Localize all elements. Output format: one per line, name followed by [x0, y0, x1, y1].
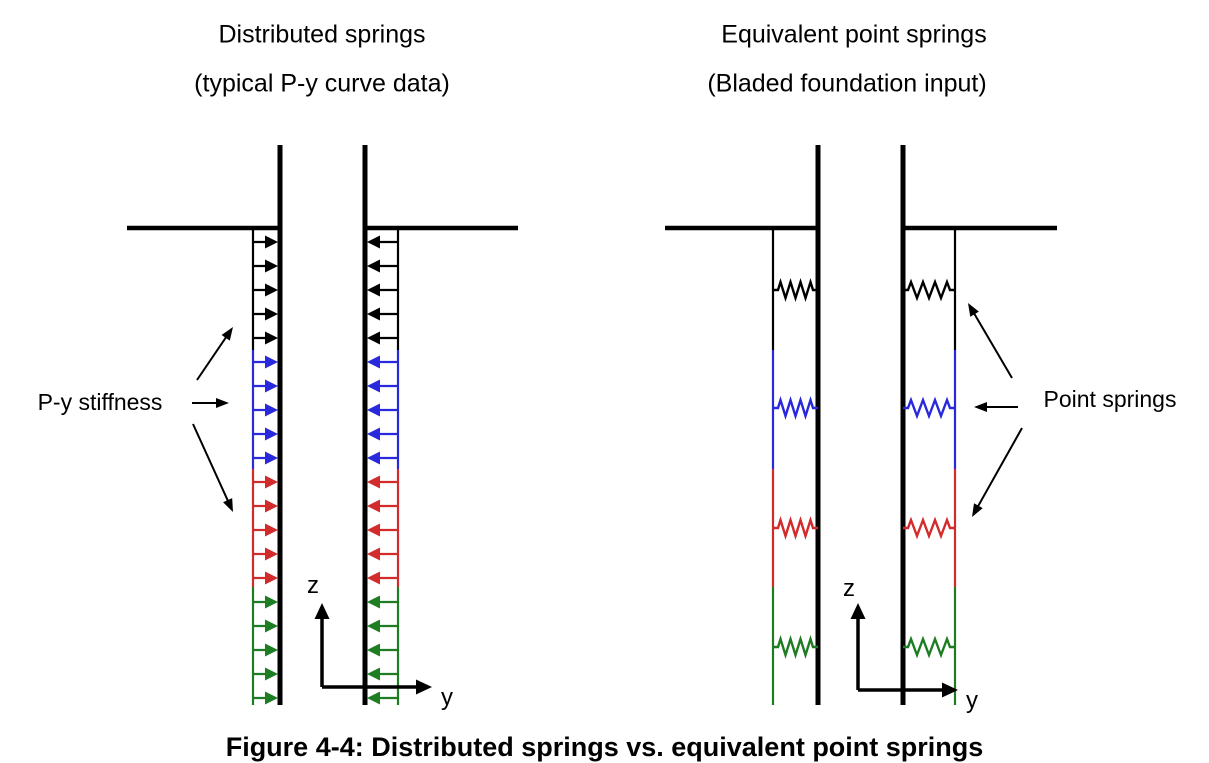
load-arrow-head: [367, 427, 380, 441]
load-arrow-head: [265, 619, 278, 633]
point-springs-leader-arrow-head: [972, 503, 983, 517]
load-arrow-head: [367, 547, 380, 561]
load-arrow-head: [265, 259, 278, 273]
point-springs-label: Point springs: [1043, 385, 1177, 412]
axis-y-arrow-head: [416, 679, 432, 695]
point-spring-symbol: [773, 515, 818, 541]
right-axis-z-label: z: [843, 575, 855, 603]
point-spring-symbol: [903, 278, 955, 302]
load-arrow-head: [367, 475, 380, 489]
load-arrow-head: [265, 451, 278, 465]
load-arrow-head: [265, 403, 278, 417]
axis-z-arrow-head: [850, 603, 866, 619]
load-arrow-head: [265, 307, 278, 321]
point-spring-symbol: [903, 635, 955, 659]
load-arrow-head: [265, 331, 278, 345]
load-arrow-head: [265, 235, 278, 249]
load-arrow-head: [265, 643, 278, 657]
left-panel-title-line2: (typical P-y curve data): [194, 69, 450, 98]
load-arrow-head: [265, 283, 278, 297]
load-arrow-head: [367, 379, 380, 393]
load-arrow-head: [265, 547, 278, 561]
py-stiffness-leader-arrow-head: [223, 498, 233, 512]
axis-y-arrow-head: [942, 682, 958, 698]
load-arrow-head: [265, 571, 278, 585]
right-panel-title-line2: (Bladed foundation input): [707, 69, 987, 98]
load-arrow-head: [265, 355, 278, 369]
load-arrow-head: [367, 619, 380, 633]
left-axis-z-label: z: [307, 572, 319, 600]
load-arrow-head: [265, 691, 278, 705]
py-stiffness-label: P-y stiffness: [37, 388, 163, 415]
load-arrow-head: [367, 283, 380, 297]
py-stiffness-leader-arrow-head: [221, 327, 233, 341]
point-springs-leader-arrow-head: [968, 303, 979, 317]
load-arrow-head: [367, 403, 380, 417]
load-arrow-head: [367, 523, 380, 537]
py-stiffness-leader-arrow: [196, 332, 230, 381]
py-stiffness-leader-arrow-head: [216, 398, 229, 408]
load-arrow-head: [367, 259, 380, 273]
load-arrow-head: [367, 571, 380, 585]
load-arrow-head: [265, 499, 278, 513]
load-arrow-head: [265, 427, 278, 441]
left-panel-title-line1: Distributed springs: [218, 20, 426, 49]
load-arrow-head: [265, 595, 278, 609]
load-arrow-head: [265, 667, 278, 681]
load-arrow-head: [367, 451, 380, 465]
load-arrow-head: [367, 499, 380, 513]
load-arrow-head: [367, 667, 380, 681]
py-stiffness-leader-arrow: [192, 423, 231, 506]
load-arrow-head: [265, 379, 278, 393]
load-arrow-head: [367, 307, 380, 321]
point-spring-symbol: [773, 395, 818, 421]
point-spring-symbol: [903, 396, 955, 420]
load-arrow-head: [367, 691, 380, 705]
point-spring-symbol: [773, 277, 818, 303]
right-axis-y-label: y: [966, 687, 978, 715]
load-arrow-head: [367, 595, 380, 609]
point-springs-leader-arrow: [974, 427, 1023, 511]
point-spring-symbol: [903, 516, 955, 540]
point-spring-symbol: [773, 634, 818, 660]
left-axis-y-label: y: [441, 684, 453, 712]
load-arrow-head: [367, 331, 380, 345]
figure-caption: Figure 4-4: Distributed springs vs. equi…: [225, 732, 984, 762]
load-arrow-head: [265, 523, 278, 537]
axis-z-arrow-head: [314, 603, 330, 619]
load-arrow-head: [367, 643, 380, 657]
point-springs-leader-arrow-head: [974, 402, 987, 412]
load-arrow-head: [367, 235, 380, 249]
load-arrow-head: [367, 355, 380, 369]
load-arrow-head: [265, 475, 278, 489]
right-panel-title-line1: Equivalent point springs: [721, 20, 987, 49]
point-springs-leader-arrow: [971, 309, 1013, 379]
